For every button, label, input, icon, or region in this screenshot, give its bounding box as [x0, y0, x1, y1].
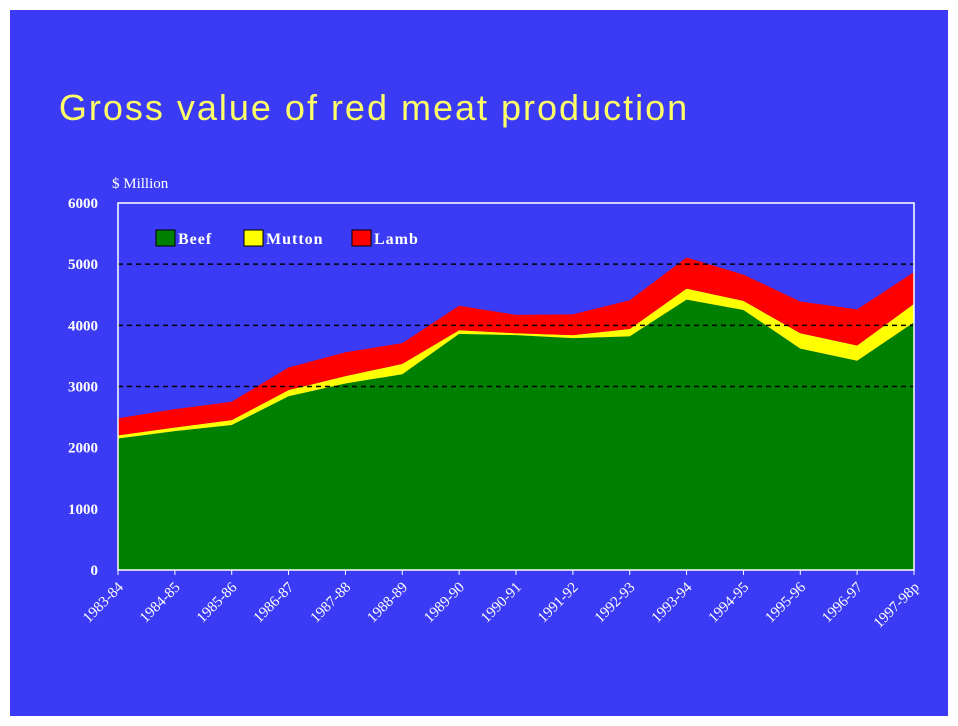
x-tick-label: 1983-84 — [80, 579, 127, 626]
x-tick-label: 1984-85 — [137, 580, 184, 627]
y-tick-label: 3000 — [68, 380, 98, 396]
y-tick-label: 0 — [91, 563, 99, 579]
x-tick-label: 1988-89 — [364, 580, 411, 627]
x-tick-label: 1990-91 — [478, 580, 525, 627]
legend: Beef Mutton Lamb — [155, 229, 419, 248]
x-tick-label: 1987-88 — [308, 580, 355, 627]
y-tick-label: 5000 — [68, 257, 98, 273]
x-tick-label: 1996-97 — [819, 579, 866, 626]
x-tick-label: 1991-92 — [535, 580, 582, 627]
legend-swatch-lamb — [351, 229, 372, 247]
y-tick-label: 1000 — [68, 502, 98, 518]
y-tick-label: 6000 — [68, 196, 98, 212]
x-tick-label: 1994-95 — [706, 580, 753, 627]
y-tick-label: 4000 — [68, 318, 98, 334]
legend-label-mutton: Mutton — [266, 231, 324, 248]
area-lamb — [118, 257, 914, 436]
x-tick-label: 1993-94 — [649, 579, 696, 626]
x-tick-label: 1997-98p — [871, 580, 923, 632]
areas-layer — [118, 257, 914, 570]
slide-background: Gross value of red meat production $ Mil… — [10, 10, 948, 716]
x-tick-label: 1986-87 — [251, 579, 298, 626]
gridlines — [118, 263, 914, 388]
x-tick-label: 1992-93 — [592, 580, 639, 627]
y-axis-label: $ Million — [112, 176, 169, 192]
legend-label-lamb: Lamb — [374, 231, 419, 248]
chart-title: Gross value of red meat production — [59, 87, 689, 128]
x-tick-label: 1995-96 — [762, 579, 809, 626]
legend-label-beef: Beef — [178, 231, 212, 248]
x-tick-label: 1985-86 — [194, 579, 241, 626]
legend-swatch-mutton — [243, 229, 264, 247]
area-beef — [118, 299, 914, 570]
y-tick-label: 2000 — [68, 441, 98, 457]
chart: Gross value of red meat production $ Mil… — [59, 87, 923, 632]
x-tick-label: 1989-90 — [421, 580, 468, 627]
legend-swatch-beef — [155, 229, 176, 247]
